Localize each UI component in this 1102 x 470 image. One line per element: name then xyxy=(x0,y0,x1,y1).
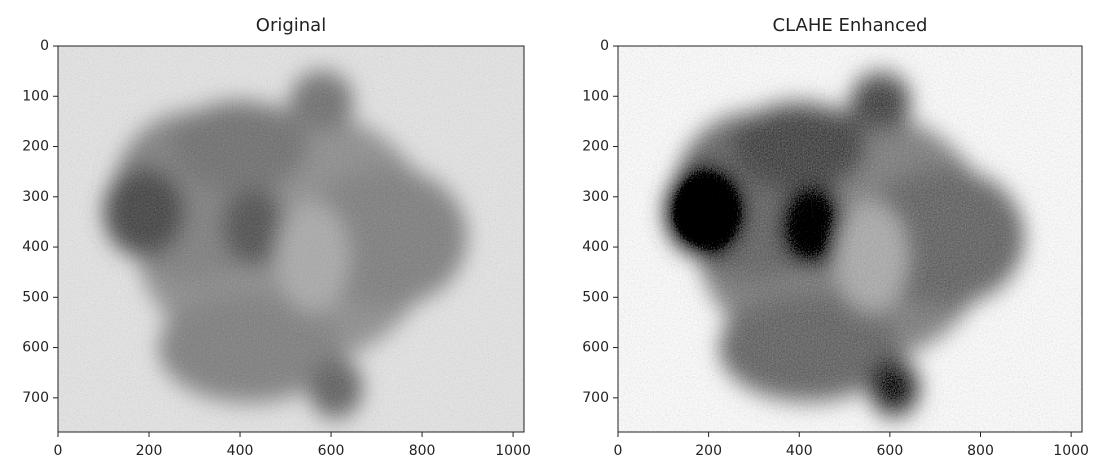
y-tick-label: 600 xyxy=(22,340,49,356)
y-tick-label: 0 xyxy=(600,38,609,54)
x-tick-label: 1000 xyxy=(1053,443,1089,459)
x-tick-label: 600 xyxy=(318,443,345,459)
x-tick-label: 800 xyxy=(409,443,436,459)
y-tick-label: 400 xyxy=(582,239,609,255)
y-tick-label: 300 xyxy=(582,189,609,205)
axes-frame xyxy=(617,45,1083,433)
x-tick-label: 600 xyxy=(877,443,904,459)
x-tick-label: 200 xyxy=(695,443,722,459)
y-tick-label: 500 xyxy=(22,289,49,305)
y-tick-label: 100 xyxy=(22,88,49,104)
y-tick-label: 700 xyxy=(22,390,49,406)
y-tick-label: 500 xyxy=(582,289,609,305)
image xyxy=(58,46,524,432)
axes: CLAHE Enhanced 0 200 400 600 800 1000 0 100 200 3… xyxy=(582,15,1089,459)
image xyxy=(618,46,1082,432)
y-tick-label: 600 xyxy=(582,340,609,356)
y-tick-label: 200 xyxy=(582,139,609,155)
x-tick-label: 400 xyxy=(227,443,254,459)
x-tick-label: 800 xyxy=(967,443,994,459)
y-tick-label: 200 xyxy=(22,139,49,155)
x-tick-label: 1000 xyxy=(495,443,531,459)
x-tick-label: 200 xyxy=(136,443,163,459)
subplot-title: CLAHE Enhanced xyxy=(773,15,928,36)
x-tick-label: 400 xyxy=(786,443,813,459)
x-tick-label: 0 xyxy=(614,443,623,459)
axes-frame xyxy=(57,45,525,433)
y-tick-label: 400 xyxy=(22,239,49,255)
y-tick-label: 100 xyxy=(582,88,609,104)
subplot-title: Original xyxy=(256,15,326,36)
y-tick-label: 700 xyxy=(582,390,609,406)
axes: Original 0 200 400 600 800 1000 0 100 200 300 400 5… xyxy=(22,15,531,459)
y-tick-label: 0 xyxy=(40,38,49,54)
x-tick-label: 0 xyxy=(54,443,63,459)
y-tick-label: 300 xyxy=(22,189,49,205)
